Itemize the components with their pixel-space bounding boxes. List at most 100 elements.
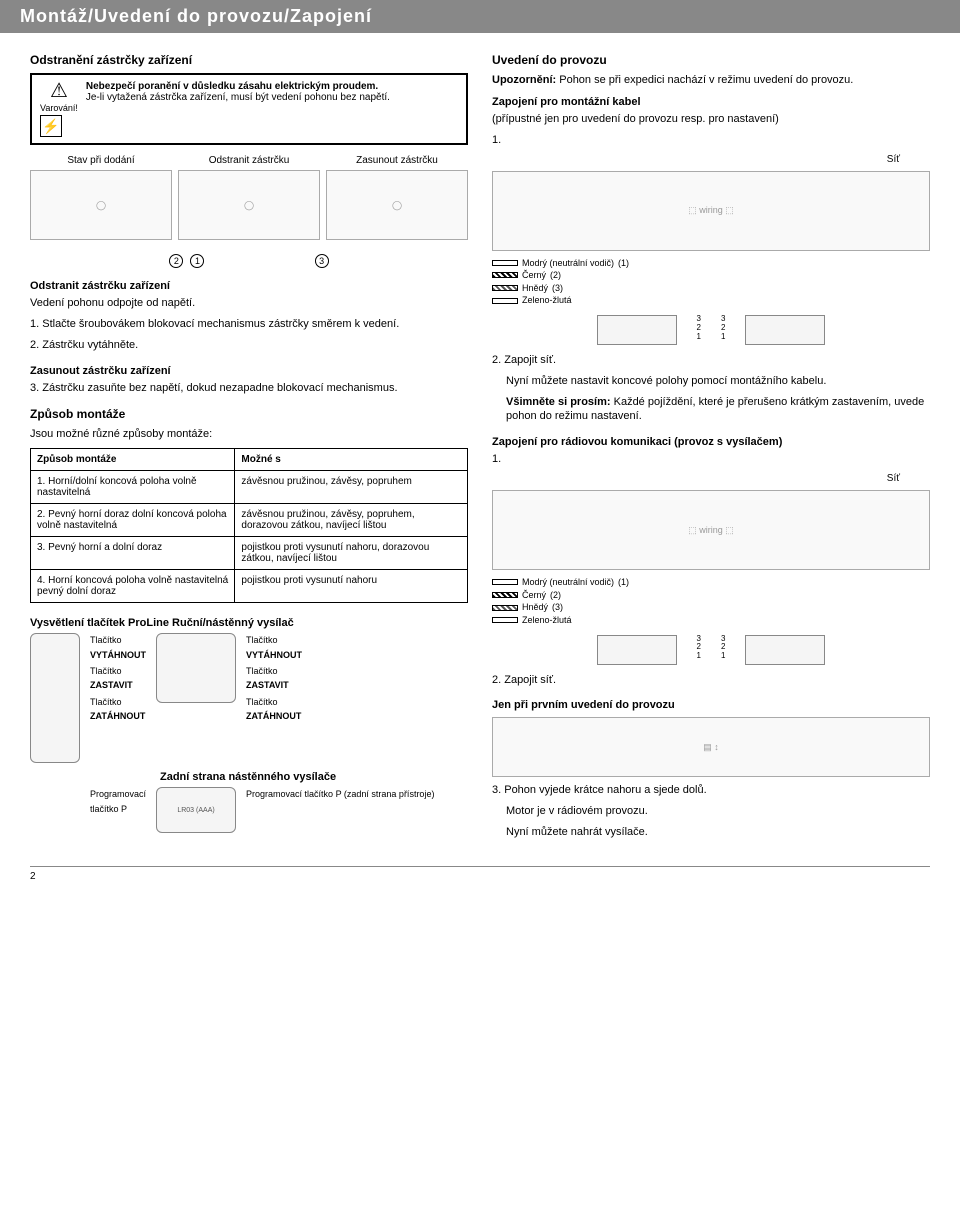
mount-th-2: Možné s (235, 449, 468, 471)
cn: 1 (697, 652, 701, 661)
wall-back-title: Zadní strana nástěnného vysílače (160, 771, 468, 783)
wiring-diagram-1-icon: ⬚ wiring ⬚ (492, 171, 930, 251)
wall-down-label: Tlačítko (246, 697, 278, 707)
conn-nums-l: 3 2 1 (697, 315, 701, 345)
end-p3: Nyní můžete nahrát vysílače. (506, 825, 930, 840)
btn-up-name: VYTÁHNOUT (90, 650, 146, 660)
wire-green-2: Zeleno-žlutá (522, 614, 572, 627)
prog-b: tlačítko P (90, 804, 127, 814)
mount-table: Způsob montáže Možné s 1. Horní/dolní ko… (30, 448, 468, 603)
wire-n1: (1) (618, 257, 629, 270)
wall-back-icon: LR03 (AAA) (156, 787, 236, 833)
radio-step-2: 2. Zapojit síť. (492, 673, 930, 688)
right-column: Uvedení do provozu Upozornění: Pohon se … (492, 53, 930, 846)
mount-title: Způsob montáže (30, 407, 468, 421)
cn: 1 (721, 652, 725, 661)
mount-cell: 2. Pevný horní doraz dolní koncová poloh… (31, 504, 235, 537)
wire-blue-2: Modrý (neutrální vodič) (522, 576, 614, 589)
wire-brown: Hnědý (522, 282, 548, 295)
btn-stop-label: Tlačítko (90, 666, 122, 676)
mount-th-1: Způsob montáže (31, 449, 235, 471)
handheld-labels: TlačítkoVYTÁHNOUT TlačítkoZASTAVIT Tlačí… (90, 633, 146, 725)
btn-up-label: Tlačítko (90, 635, 122, 645)
page-header: Montáž/Uvedení do provozu/Zapojení (0, 0, 960, 33)
page-number: 2 (30, 866, 930, 886)
end-p1: 3. Pohon vyjede krátce nahoru a sjede do… (492, 783, 930, 798)
prog-t: Programovací (90, 789, 146, 799)
swatch-black-icon (492, 272, 518, 278)
wall-up-name: VYTÁHNOUT (246, 650, 302, 660)
notice-label: Upozornění: (492, 74, 556, 86)
connector-left-icon (597, 635, 677, 665)
circle-2: 2 (169, 254, 183, 268)
remove-plug-icon: ◯ (178, 170, 320, 240)
mount-cell: 4. Horní koncová poloha volně nastavitel… (31, 570, 235, 603)
figure-3: Zasunout zástrčku ◯ (326, 155, 468, 240)
step-2-label: 2. Zapojit síť. (492, 353, 930, 368)
connector-left-icon (597, 315, 677, 345)
step-1-label: 1. (492, 133, 930, 148)
wiring-diagram-2-icon: ⬚ wiring ⬚ (492, 490, 930, 570)
mount-cell: 3. Pevný horní a dolní doraz (31, 537, 235, 570)
insert-plug-step: 3. Zástrčku zasuňte bez napětí, dokud ne… (30, 381, 468, 396)
mount-cell: závěsnou pružinou, závěsy, popruhem, dor… (235, 504, 468, 537)
wire-n3b: (3) (552, 601, 563, 614)
cable-subtitle: (přípustné jen pro uvedení do provozu re… (492, 112, 930, 127)
wall-transmitter-group (156, 633, 236, 707)
motor-delivery-icon: ◯ (30, 170, 172, 240)
remove-plug-step0: Vedení pohonu odpojte od napětí. (30, 296, 468, 311)
wire-green: Zeleno-žlutá (522, 294, 572, 307)
wire-blue: Modrý (neutrální vodič) (522, 257, 614, 270)
page-columns: Odstranění zástrčky zařízení ⚠ Varování!… (0, 33, 960, 856)
notice-text: Pohon se při expedici nachází v režimu u… (559, 74, 853, 86)
wire-legend-1: Modrý (neutrální vodič) (1) Černý (2) Hn… (492, 257, 930, 307)
wall-stop-name: ZASTAVIT (246, 680, 289, 690)
swatch-green-icon (492, 298, 518, 304)
notice-2: Všimněte si prosím: Každé pojíždění, kte… (506, 395, 930, 425)
wall-stop-label: Tlačítko (246, 666, 278, 676)
table-row: 3. Pevný horní a dolní doraz pojistkou p… (31, 537, 468, 570)
warning-label: Varování! (40, 103, 78, 113)
radio-title: Zapojení pro rádiovou komunikaci (provoz… (492, 436, 930, 448)
figure-1-caption: Stav při dodání (67, 155, 134, 166)
remove-plug-step1: 1. Stlačte šroubovákem blokovací mechani… (30, 317, 468, 332)
network-label-1: Síť (492, 154, 930, 165)
swatch-blue-icon (492, 260, 518, 266)
swatch-brown-icon (492, 605, 518, 611)
removal-title: Odstranění zástrčky zařízení (30, 53, 468, 67)
remote-title: Vysvětlení tlačítek ProLine Ruční/nástěn… (30, 617, 468, 629)
remove-plug-step2: 2. Zástrčku vytáhněte. (30, 338, 468, 353)
cable-title: Zapojení pro montážní kabel (492, 96, 930, 108)
connector-row-1: 3 2 1 3 2 1 (492, 315, 930, 345)
btn-down-name: ZATÁHNOUT (90, 711, 145, 721)
table-row: 1. Horní/dolní koncová poloha volně nast… (31, 471, 468, 504)
mount-intro: Jsou možné různé způsoby montáže: (30, 427, 468, 442)
battery-label: LR03 (AAA) (177, 807, 214, 814)
connector-row-2: 3 2 1 3 2 1 (492, 635, 930, 665)
prog-back-label: Programovací tlačítko P (zadní strana př… (246, 787, 434, 801)
insert-plug-subtitle: Zasunout zástrčku zařízení (30, 365, 468, 377)
first-only-title: Jen při prvním uvedení do provozu (492, 699, 930, 711)
remove-plug-subtitle: Odstranit zástrčku zařízení (30, 280, 468, 292)
swatch-green-icon (492, 617, 518, 623)
swatch-blue-icon (492, 579, 518, 585)
prog-btn-label: Programovací tlačítko P (90, 787, 146, 818)
connector-right-icon (745, 635, 825, 665)
figure-3-caption: Zasunout zástrčku (356, 155, 438, 166)
wire-n2b: (2) (550, 589, 561, 602)
table-row: 4. Horní koncová poloha volně nastavitel… (31, 570, 468, 603)
insert-plug-icon: ◯ (326, 170, 468, 240)
figure-1: Stav při dodání ◯ (30, 155, 172, 240)
warning-body: Je-li vytažená zástrčka zařízení, musí b… (86, 92, 390, 103)
warning-text: Nebezpečí poranění v důsledku zásahu ele… (86, 81, 458, 137)
after-step2: Nyní můžete nastavit koncové polohy pomo… (506, 374, 930, 389)
circle-3: 3 (315, 254, 329, 268)
cn: 1 (697, 333, 701, 342)
left-column: Odstranění zástrčky zařízení ⚠ Varování!… (30, 53, 468, 846)
btn-stop-name: ZASTAVIT (90, 680, 133, 690)
wall-back-row: Zadní strana nástěnného vysílače Program… (30, 771, 468, 833)
wire-legend-2: Modrý (neutrální vodič) (1) Černý (2) Hn… (492, 576, 930, 626)
cn: 1 (721, 333, 725, 342)
shutter-motion-icon: ▤ ↕ (492, 717, 930, 777)
conn-nums-l2: 3 2 1 (697, 635, 701, 665)
